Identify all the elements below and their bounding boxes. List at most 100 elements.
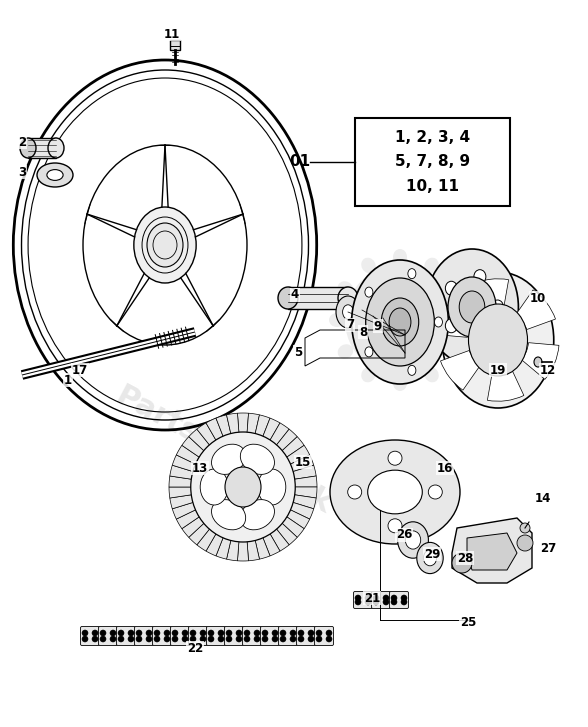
Wedge shape xyxy=(243,487,280,556)
Ellipse shape xyxy=(368,470,422,514)
Ellipse shape xyxy=(136,630,142,636)
Ellipse shape xyxy=(146,630,152,636)
Ellipse shape xyxy=(445,281,457,295)
Ellipse shape xyxy=(358,305,366,316)
Text: 3: 3 xyxy=(18,166,26,179)
FancyBboxPatch shape xyxy=(171,627,189,646)
Ellipse shape xyxy=(373,599,379,605)
Ellipse shape xyxy=(298,636,304,642)
Ellipse shape xyxy=(383,595,389,601)
Ellipse shape xyxy=(424,257,439,273)
Ellipse shape xyxy=(343,305,353,319)
Wedge shape xyxy=(522,342,559,379)
Ellipse shape xyxy=(383,599,389,605)
Ellipse shape xyxy=(226,630,232,636)
Ellipse shape xyxy=(408,366,416,375)
FancyBboxPatch shape xyxy=(116,627,135,646)
Ellipse shape xyxy=(48,138,64,158)
Wedge shape xyxy=(169,487,243,498)
Wedge shape xyxy=(440,350,480,390)
Ellipse shape xyxy=(365,306,381,326)
Ellipse shape xyxy=(172,636,178,642)
FancyBboxPatch shape xyxy=(372,592,390,608)
Wedge shape xyxy=(226,487,243,561)
Text: 28: 28 xyxy=(457,552,473,564)
Ellipse shape xyxy=(182,630,188,636)
Wedge shape xyxy=(243,487,289,551)
Wedge shape xyxy=(182,437,243,487)
Wedge shape xyxy=(189,429,243,487)
FancyBboxPatch shape xyxy=(135,627,153,646)
Wedge shape xyxy=(197,423,243,487)
Ellipse shape xyxy=(190,630,196,636)
Ellipse shape xyxy=(389,308,411,336)
Ellipse shape xyxy=(423,550,437,566)
Ellipse shape xyxy=(447,281,462,296)
FancyBboxPatch shape xyxy=(99,627,118,646)
Ellipse shape xyxy=(326,630,332,636)
Text: 8: 8 xyxy=(359,326,367,339)
Ellipse shape xyxy=(426,249,519,365)
Text: 29: 29 xyxy=(424,547,440,561)
Ellipse shape xyxy=(316,636,322,642)
FancyBboxPatch shape xyxy=(296,627,316,646)
Bar xyxy=(355,118,510,206)
Ellipse shape xyxy=(278,287,298,309)
Ellipse shape xyxy=(329,313,345,327)
Wedge shape xyxy=(243,487,317,498)
Wedge shape xyxy=(437,301,475,337)
FancyBboxPatch shape xyxy=(189,627,208,646)
FancyBboxPatch shape xyxy=(225,627,243,646)
Ellipse shape xyxy=(226,636,232,642)
Ellipse shape xyxy=(345,265,455,375)
Ellipse shape xyxy=(146,636,152,642)
Text: 7: 7 xyxy=(346,318,354,332)
Ellipse shape xyxy=(353,298,371,322)
Ellipse shape xyxy=(365,595,371,601)
Wedge shape xyxy=(243,429,298,487)
Ellipse shape xyxy=(200,630,206,636)
Ellipse shape xyxy=(236,630,242,636)
Ellipse shape xyxy=(355,595,361,601)
Text: 26: 26 xyxy=(396,529,412,542)
Ellipse shape xyxy=(408,269,416,278)
Ellipse shape xyxy=(370,290,430,350)
Wedge shape xyxy=(182,487,243,537)
FancyBboxPatch shape xyxy=(242,627,262,646)
Wedge shape xyxy=(216,487,243,559)
Ellipse shape xyxy=(520,523,530,533)
Wedge shape xyxy=(238,487,249,561)
Wedge shape xyxy=(176,446,243,487)
Ellipse shape xyxy=(316,630,322,636)
FancyBboxPatch shape xyxy=(279,627,298,646)
Wedge shape xyxy=(206,418,243,487)
Wedge shape xyxy=(243,487,270,559)
Ellipse shape xyxy=(110,636,116,642)
Ellipse shape xyxy=(424,367,439,382)
Ellipse shape xyxy=(290,630,296,636)
Ellipse shape xyxy=(336,296,360,328)
Ellipse shape xyxy=(428,485,442,499)
Wedge shape xyxy=(216,415,243,487)
Ellipse shape xyxy=(212,444,246,475)
Text: 5: 5 xyxy=(294,345,302,358)
Ellipse shape xyxy=(459,291,485,323)
Ellipse shape xyxy=(218,636,224,642)
Ellipse shape xyxy=(373,595,379,601)
Bar xyxy=(170,40,180,50)
Ellipse shape xyxy=(190,636,196,642)
Ellipse shape xyxy=(355,599,361,605)
Ellipse shape xyxy=(134,207,196,283)
Ellipse shape xyxy=(365,287,373,297)
Ellipse shape xyxy=(164,630,170,636)
Ellipse shape xyxy=(191,432,295,542)
Text: 4: 4 xyxy=(291,289,299,302)
Wedge shape xyxy=(172,487,243,519)
FancyBboxPatch shape xyxy=(315,627,333,646)
Ellipse shape xyxy=(208,636,214,642)
Text: 1, 2, 3, 4: 1, 2, 3, 4 xyxy=(395,130,470,145)
Ellipse shape xyxy=(401,595,407,601)
Wedge shape xyxy=(243,418,280,487)
Ellipse shape xyxy=(517,535,533,551)
Wedge shape xyxy=(243,487,310,529)
